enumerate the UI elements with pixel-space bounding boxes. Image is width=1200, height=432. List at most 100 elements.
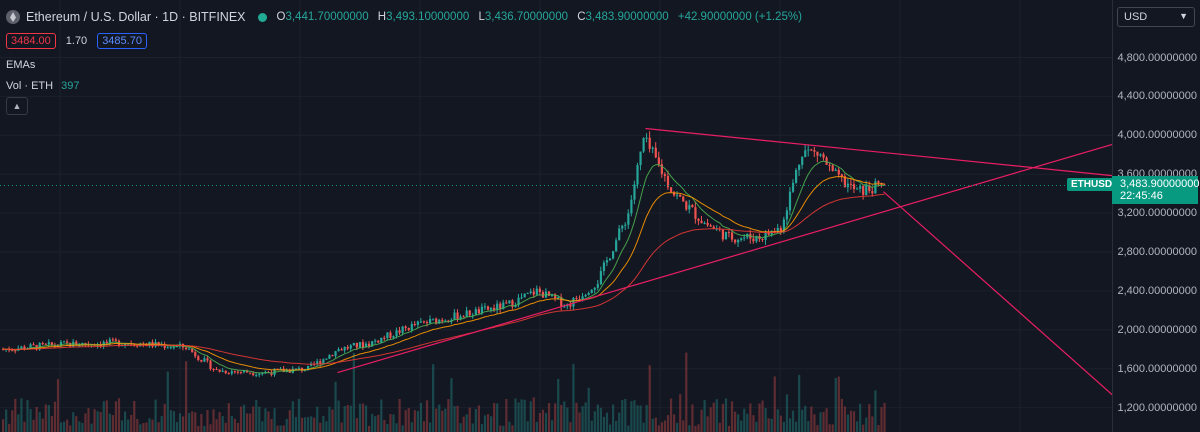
candle-body <box>355 342 358 348</box>
candle-body <box>840 174 843 177</box>
volume-bar <box>593 411 596 432</box>
candle-body <box>697 218 700 221</box>
volume-bar <box>474 408 477 432</box>
candle-body <box>395 330 398 337</box>
volume-bar <box>66 419 69 432</box>
volume-bar <box>590 420 593 432</box>
candle-body <box>325 358 328 360</box>
buy-button[interactable]: 3485.70 <box>97 33 147 49</box>
candle-body <box>358 342 362 348</box>
volume-bar <box>639 405 642 432</box>
volume-bar <box>450 378 453 432</box>
candle-body <box>221 370 224 372</box>
volume-bar <box>124 411 127 432</box>
volume-bar <box>852 411 856 432</box>
candle-body <box>401 326 404 333</box>
candle-body <box>624 224 627 226</box>
volume-bar <box>313 417 316 432</box>
sell-button[interactable]: 3484.00 <box>6 33 56 49</box>
volume-bar <box>273 408 276 432</box>
indicator-emas[interactable]: EMAs <box>6 59 35 71</box>
candle-body <box>209 360 212 370</box>
candle-body <box>651 147 654 149</box>
volume-bar <box>435 408 438 432</box>
candle-body <box>29 344 32 349</box>
volume-bar <box>700 409 703 432</box>
candle-body <box>660 164 663 175</box>
volume-bar <box>846 414 850 432</box>
volume-bar <box>697 424 700 432</box>
volume-bar <box>349 405 352 432</box>
volume-bar <box>535 421 538 432</box>
candle-body <box>441 319 444 322</box>
candle-body <box>371 341 374 347</box>
candle-body <box>246 370 249 373</box>
candlestick-chart[interactable] <box>0 0 1112 432</box>
candle-body <box>782 219 785 233</box>
market-open-icon <box>257 12 267 22</box>
candle-body <box>435 318 438 324</box>
chart-grid <box>0 0 1112 432</box>
candle-body <box>630 199 633 214</box>
volume-bar <box>483 415 487 432</box>
volume-bar <box>380 399 383 432</box>
volume-bar <box>551 420 554 432</box>
candle-body <box>282 368 285 373</box>
volume-bar <box>343 406 346 432</box>
candle-body <box>520 297 523 299</box>
volume-bar <box>136 418 139 432</box>
countdown-timer: 22:45:46 <box>1120 190 1163 202</box>
collapse-legend-button[interactable]: ▲ <box>6 97 28 115</box>
volume-bar <box>395 423 398 432</box>
volume-bar <box>114 401 118 432</box>
volume-bar <box>581 406 584 432</box>
volume-bar <box>438 404 441 432</box>
volume-bar <box>721 403 724 432</box>
volume-bar <box>38 412 41 432</box>
volume-bar <box>78 421 81 432</box>
candle-body <box>78 345 81 347</box>
volume-bar <box>822 411 825 432</box>
trendlines <box>337 127 1112 396</box>
volume-bar <box>584 402 587 432</box>
candle-body <box>297 367 301 369</box>
chart-plot-area[interactable] <box>0 0 1112 432</box>
price-tick-label: 4,400.00000000 <box>1117 90 1197 103</box>
volume-bar <box>127 419 130 432</box>
candle-body <box>868 185 871 192</box>
indicator-volume[interactable]: Vol · ETH 397 <box>6 80 79 92</box>
candle-body <box>764 231 767 240</box>
volume-bar <box>337 400 340 432</box>
candle-body <box>721 229 724 240</box>
volume-bar <box>81 422 84 432</box>
volume-bar <box>660 422 663 432</box>
symbol-title[interactable]: Ethereum / U.S. Dollar · 1D · BITFINEX <box>26 10 246 24</box>
candle-body <box>230 371 233 374</box>
currency-select[interactable]: USD ▼ <box>1117 7 1195 27</box>
volume-bar <box>712 402 715 432</box>
candle-body <box>499 303 502 310</box>
volume-bar <box>267 411 270 432</box>
candle-body <box>490 307 493 310</box>
candle-body <box>218 369 221 372</box>
candle-body <box>627 213 630 225</box>
volume-bar <box>87 408 90 432</box>
volume-bar <box>200 413 203 432</box>
volume-bar <box>569 422 572 432</box>
candle-body <box>66 341 69 343</box>
volume-bar <box>32 419 35 432</box>
candle-body <box>462 316 465 318</box>
volume-bar <box>59 422 63 432</box>
price-tick-label: 3,200.00000000 <box>1117 207 1197 220</box>
candle-body <box>846 183 850 188</box>
price-axis[interactable]: 4,800.00000000 4,400.00000000 4,000.000000… <box>1112 0 1200 432</box>
indicator-volume-label: Vol · ETH <box>6 80 54 92</box>
volume-bar <box>105 400 108 432</box>
volume-bar <box>599 407 602 432</box>
candle-body <box>422 321 426 323</box>
volume-bar <box>169 410 172 432</box>
volume-bar <box>877 425 880 432</box>
volume-bar <box>813 414 816 432</box>
volume-bar <box>459 423 462 432</box>
candle-body <box>404 326 407 329</box>
